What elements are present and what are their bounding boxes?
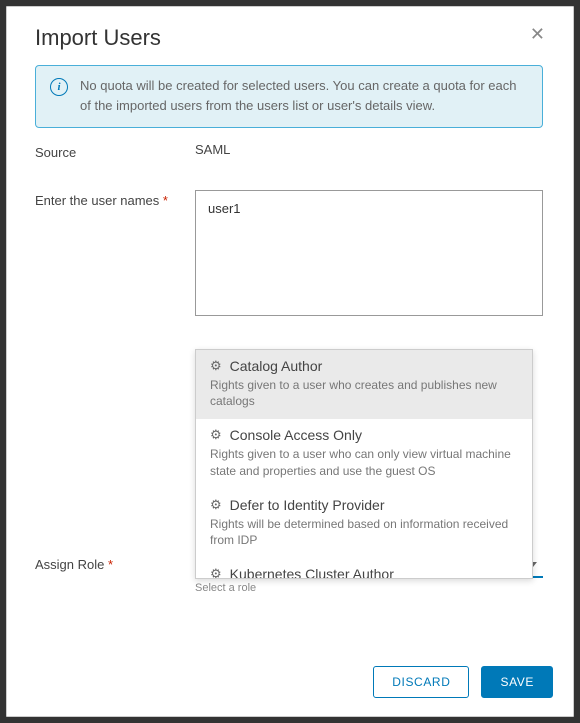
role-icon: ⚙ bbox=[210, 358, 222, 374]
required-mark: * bbox=[108, 557, 113, 572]
required-mark: * bbox=[163, 193, 168, 208]
role-option-title: ⚙ Catalog Author bbox=[210, 358, 518, 374]
user-names-row: Enter the user names * bbox=[35, 190, 543, 316]
role-option[interactable]: ⚙ Console Access Only Rights given to a … bbox=[196, 419, 532, 488]
role-option-title-text: Catalog Author bbox=[230, 358, 323, 374]
source-row: Source SAML bbox=[35, 142, 543, 162]
modal-body: i No quota will be created for selected … bbox=[7, 61, 573, 652]
close-icon[interactable]: ✕ bbox=[530, 25, 545, 43]
role-option-title: ⚙ Defer to Identity Provider bbox=[210, 497, 518, 513]
assign-role-label: Assign Role * bbox=[35, 554, 195, 574]
role-dropdown[interactable]: ⚙ Catalog Author Rights given to a user … bbox=[195, 349, 533, 579]
role-icon: ⚙ bbox=[210, 497, 222, 513]
assign-role-helper: Select a role bbox=[195, 582, 543, 594]
role-option-title: ⚙ Kubernetes Cluster Author bbox=[210, 566, 518, 579]
save-button[interactable]: SAVE bbox=[481, 666, 553, 698]
role-option-title-text: Kubernetes Cluster Author bbox=[230, 566, 394, 579]
role-option[interactable]: ⚙ Catalog Author Rights given to a user … bbox=[196, 350, 532, 419]
info-icon: i bbox=[50, 78, 68, 96]
import-users-modal: Import Users ✕ i No quota will be create… bbox=[6, 6, 574, 717]
info-banner-text: No quota will be created for selected us… bbox=[80, 76, 528, 115]
modal-title: Import Users bbox=[35, 25, 161, 51]
modal-header: Import Users ✕ bbox=[7, 7, 573, 61]
role-option-desc: Rights given to a user who creates and p… bbox=[210, 377, 518, 409]
role-option-desc: Rights given to a user who can only view… bbox=[210, 446, 518, 478]
assign-role-label-text: Assign Role bbox=[35, 557, 104, 572]
user-names-label-text: Enter the user names bbox=[35, 193, 159, 208]
source-label: Source bbox=[35, 142, 195, 162]
role-option-desc: Rights will be determined based on infor… bbox=[210, 516, 518, 548]
role-icon: ⚙ bbox=[210, 566, 222, 579]
role-icon: ⚙ bbox=[210, 427, 222, 443]
role-option[interactable]: ⚙ Kubernetes Cluster Author Assign this … bbox=[196, 558, 532, 579]
role-option-title-text: Defer to Identity Provider bbox=[230, 497, 385, 513]
role-option[interactable]: ⚙ Defer to Identity Provider Rights will… bbox=[196, 489, 532, 558]
discard-button[interactable]: DISCARD bbox=[373, 666, 469, 698]
modal-footer: DISCARD SAVE bbox=[7, 652, 573, 716]
role-option-title-text: Console Access Only bbox=[230, 427, 362, 443]
source-value: SAML bbox=[195, 142, 543, 157]
user-names-label: Enter the user names * bbox=[35, 190, 195, 210]
role-option-title: ⚙ Console Access Only bbox=[210, 427, 518, 443]
info-banner: i No quota will be created for selected … bbox=[35, 65, 543, 128]
user-names-input[interactable] bbox=[195, 190, 543, 316]
